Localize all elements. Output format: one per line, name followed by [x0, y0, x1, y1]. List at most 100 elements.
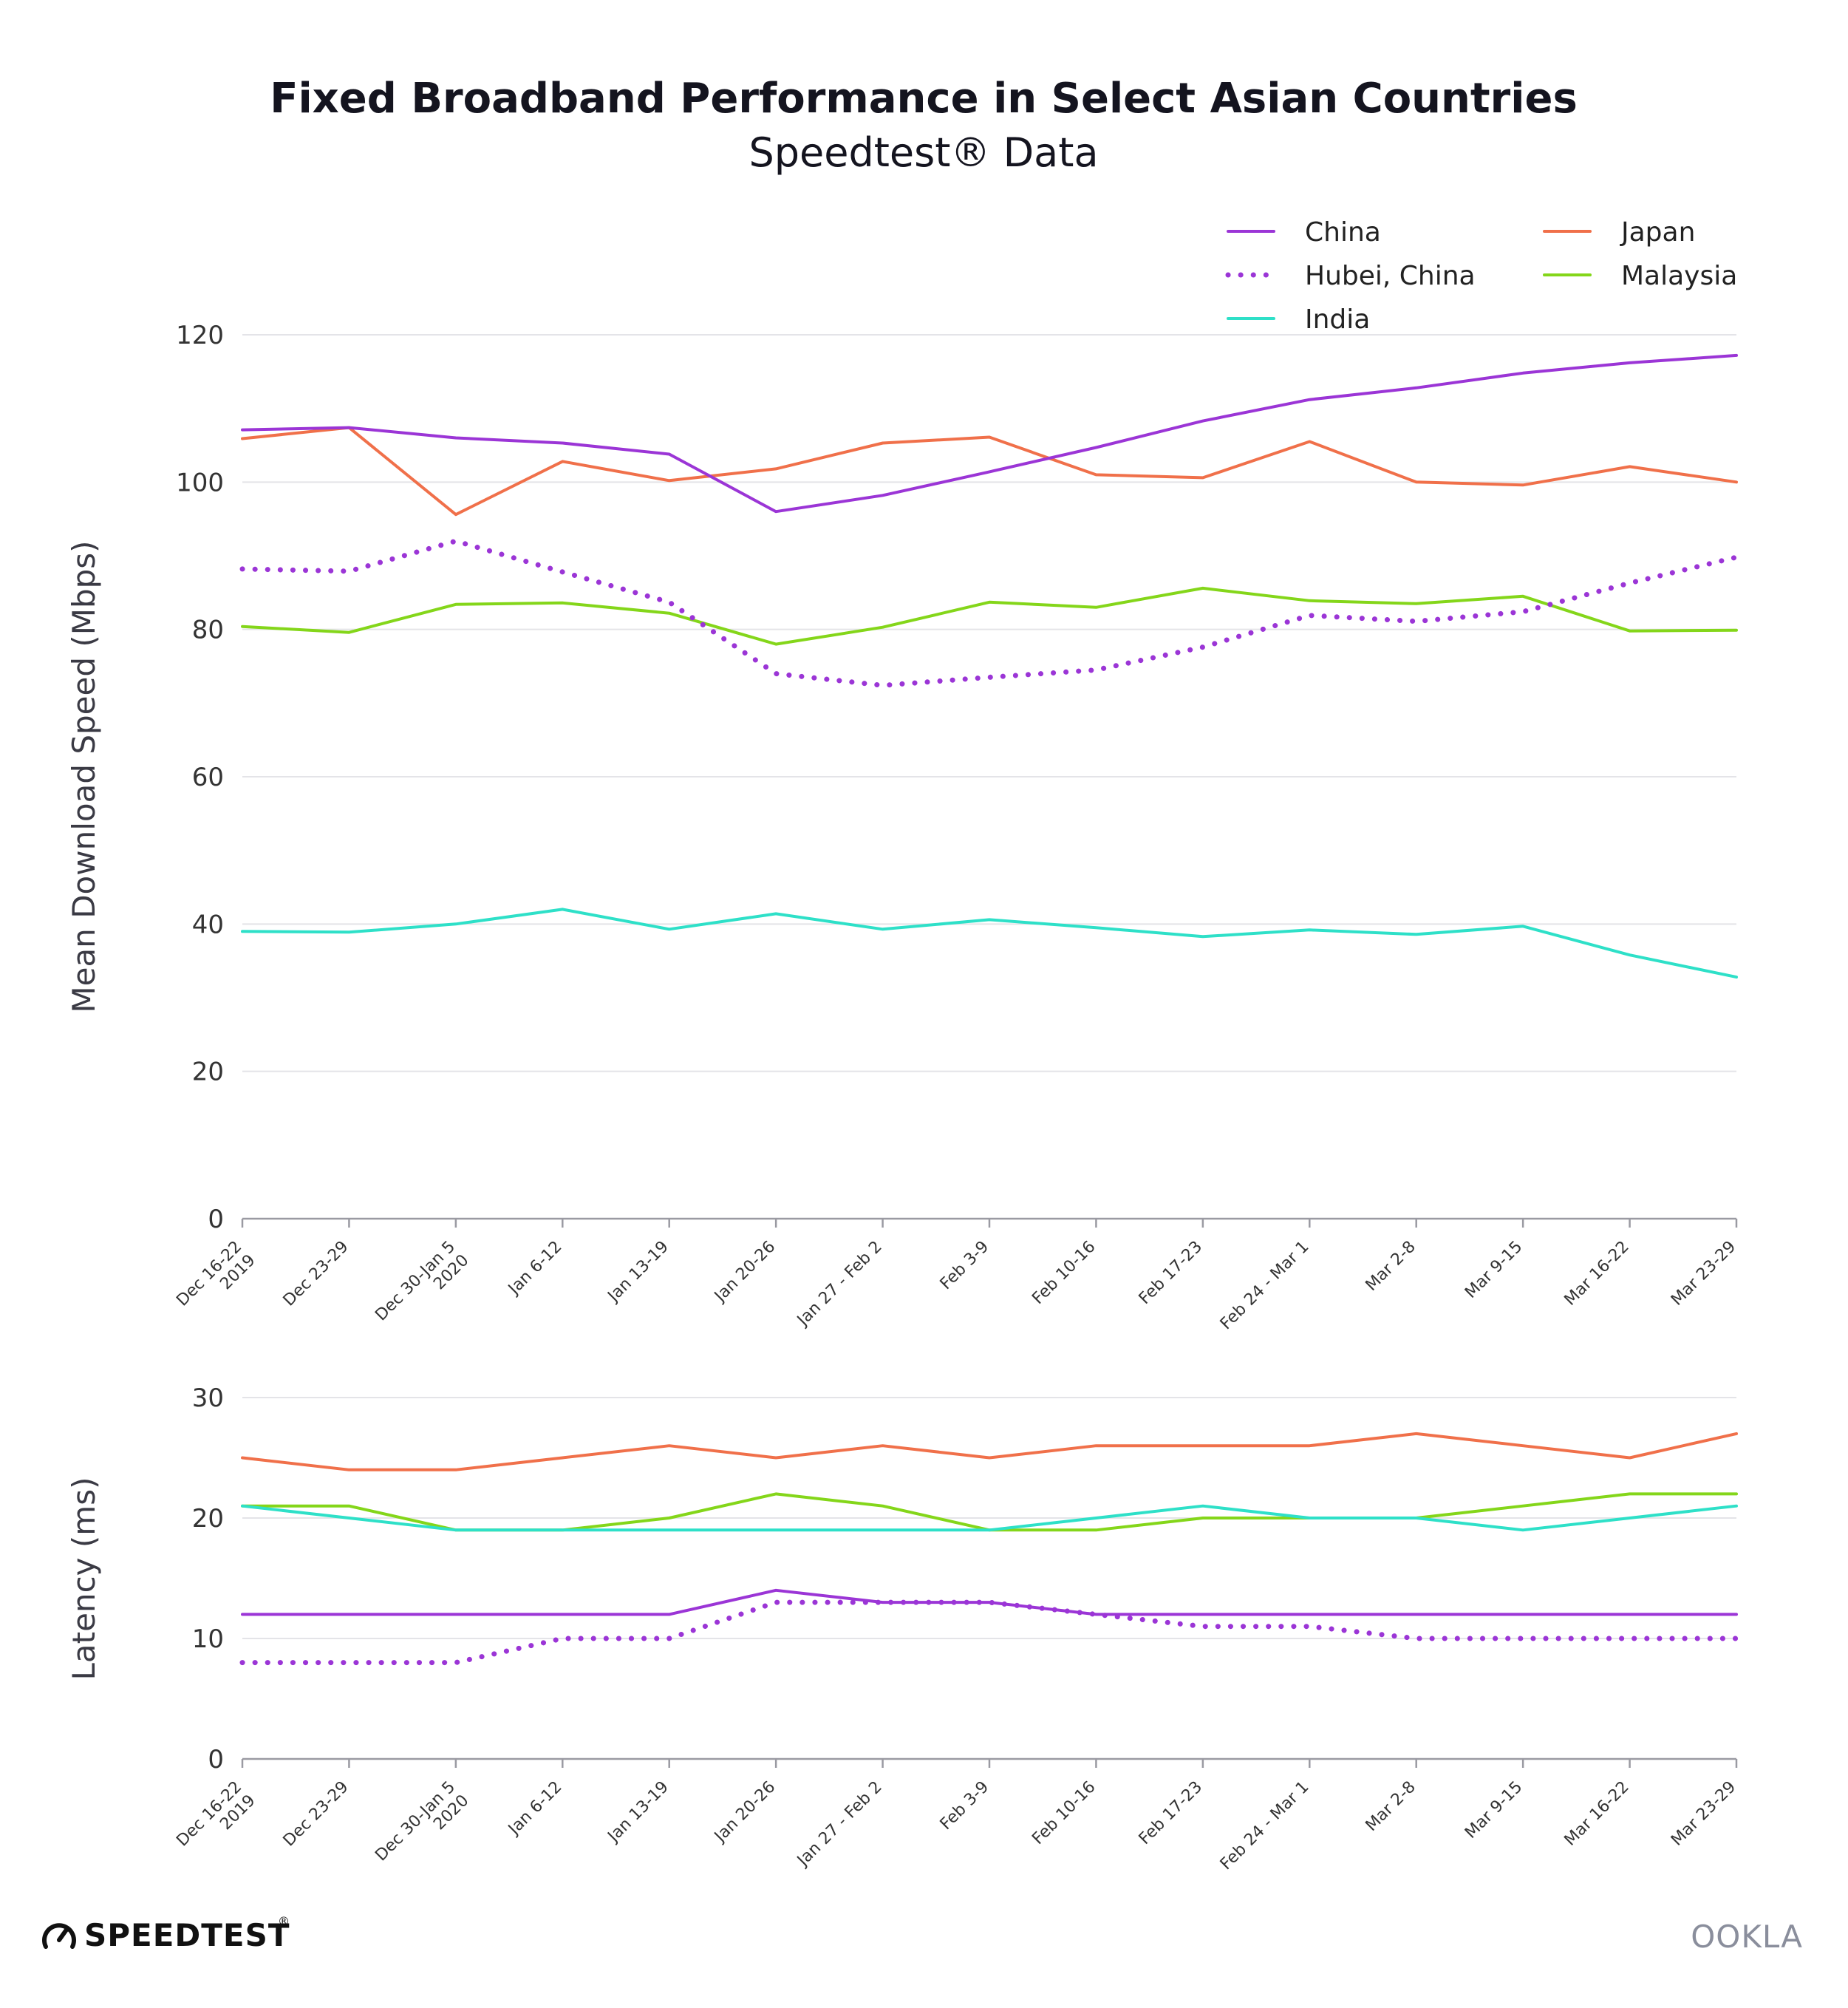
download-point-hubei-china — [1521, 610, 1525, 614]
download-point-china — [454, 436, 458, 440]
latency-point-malaysia — [774, 1491, 778, 1496]
download-y-tick-label: 60 — [192, 763, 224, 792]
latency-point-malaysia — [347, 1504, 351, 1508]
download-point-hubei-china — [667, 600, 672, 605]
speedometer-icon — [42, 1923, 76, 1949]
download-x-tick-label: Feb 24 - Mar 1 — [1217, 1238, 1313, 1334]
download-point-india — [1734, 975, 1739, 979]
download-point-malaysia — [774, 642, 778, 647]
download-point-hubei-china — [774, 671, 778, 675]
speedtest-registered-mark: ® — [278, 1914, 290, 1928]
download-x-tick-label: Jan 20-26 — [710, 1238, 779, 1307]
download-point-hubei-china — [1307, 613, 1312, 618]
download-x-tick-label: Jan 13-19 — [604, 1238, 672, 1307]
download-point-malaysia — [881, 625, 885, 630]
download-series-malaysia — [241, 586, 1738, 646]
download-point-china — [1094, 445, 1098, 449]
latency-series-malaysia — [241, 1492, 1738, 1532]
latency-y-tick-label: 30 — [192, 1384, 224, 1413]
latency-point-malaysia — [1734, 1491, 1739, 1496]
download-series-japan — [241, 426, 1738, 517]
latency-point-hubei-china — [240, 1661, 245, 1665]
latency-x-tick-label: Dec 30-Jan 52020 — [372, 1778, 472, 1879]
download-point-india — [347, 930, 351, 934]
latency-point-china — [774, 1588, 778, 1593]
latency-point-india — [1628, 1516, 1632, 1520]
download-point-hubei-china — [1734, 555, 1739, 559]
latency-point-japan — [1094, 1443, 1098, 1448]
download-point-china — [1307, 398, 1312, 402]
download-point-japan — [881, 441, 885, 446]
latency-point-hubei-china — [454, 1661, 458, 1665]
latency-point-hubei-china — [560, 1636, 565, 1641]
latency-point-japan — [1734, 1432, 1739, 1436]
latency-y-tick-label: 10 — [192, 1624, 224, 1654]
download-x-tick-label: Mar 23-29 — [1668, 1238, 1739, 1310]
download-point-japan — [560, 459, 565, 463]
latency-point-japan — [1414, 1432, 1419, 1436]
latency-point-china — [1628, 1612, 1632, 1616]
download-point-japan — [454, 512, 458, 517]
latency-series-hubei-china — [239, 1599, 1739, 1666]
latency-series-india — [241, 1504, 1738, 1532]
latency-point-hubei-china — [774, 1600, 778, 1604]
download-point-india — [774, 911, 778, 916]
latency-point-india — [454, 1528, 458, 1532]
latency-point-china — [1521, 1612, 1525, 1616]
latency-y-tick-label: 20 — [192, 1504, 224, 1534]
latency-point-china — [1094, 1612, 1098, 1616]
latency-point-china — [454, 1612, 458, 1616]
latency-x-tick-label: Mar 2-8 — [1363, 1778, 1419, 1835]
latency-point-china — [987, 1600, 992, 1604]
latency-point-hubei-china — [1414, 1636, 1419, 1641]
latency-point-india — [774, 1528, 778, 1532]
download-point-malaysia — [1734, 628, 1739, 633]
latency-point-japan — [560, 1456, 565, 1460]
latency-point-japan — [1307, 1443, 1312, 1448]
latency-point-japan — [1201, 1443, 1205, 1448]
download-point-hubei-china — [987, 675, 992, 679]
download-series-india — [241, 908, 1738, 979]
download-point-japan — [1307, 440, 1312, 444]
download-series-china — [241, 353, 1738, 514]
download-point-malaysia — [347, 630, 351, 635]
download-point-india — [1201, 934, 1205, 939]
download-point-china — [560, 441, 565, 446]
latency-x-tick-label: Dec 16-222019 — [173, 1778, 259, 1864]
latency-point-china — [347, 1612, 351, 1616]
latency-point-hubei-china — [1201, 1624, 1205, 1629]
download-point-japan — [1521, 483, 1525, 487]
latency-point-japan — [774, 1456, 778, 1460]
download-x-tick-label: Mar 2-8 — [1363, 1238, 1419, 1295]
download-point-india — [881, 927, 885, 931]
legend-label-hubei-china: Hubei, China — [1305, 261, 1476, 291]
latency-point-india — [987, 1528, 992, 1532]
legend-label-china: China — [1305, 217, 1381, 248]
latency-point-india — [1201, 1504, 1205, 1508]
latency-point-hubei-china — [1734, 1636, 1739, 1641]
download-y-tick-label: 100 — [176, 468, 224, 497]
legend-label-malaysia: Malaysia — [1621, 261, 1737, 291]
download-point-malaysia — [1094, 605, 1098, 610]
download-point-malaysia — [987, 600, 992, 605]
download-point-malaysia — [1521, 594, 1525, 599]
download-point-india — [987, 917, 992, 922]
latency-point-malaysia — [1201, 1516, 1205, 1520]
latency-point-japan — [1628, 1456, 1632, 1460]
download-point-china — [347, 426, 351, 430]
download-point-japan — [987, 435, 992, 440]
latency-x-tick-label: Feb 10-16 — [1029, 1778, 1099, 1848]
download-point-india — [667, 927, 672, 931]
latency-point-hubei-china — [347, 1661, 351, 1665]
download-point-india — [1521, 924, 1525, 928]
download-x-tick-label: Mar 9-15 — [1462, 1238, 1526, 1302]
download-y-tick-label: 20 — [192, 1058, 224, 1087]
legend-label-india: India — [1305, 304, 1370, 335]
download-point-india — [240, 929, 245, 933]
latency-x-tick-label: Jan 20-26 — [710, 1778, 779, 1847]
latency-x-tick-label: Feb 24 - Mar 1 — [1217, 1778, 1313, 1874]
speedtest-wordmark: SPEEDTEST — [84, 1917, 290, 1953]
download-x-tick-label: Feb 3-9 — [937, 1238, 993, 1294]
latency-point-india — [667, 1528, 672, 1532]
latency-point-india — [1307, 1516, 1312, 1520]
